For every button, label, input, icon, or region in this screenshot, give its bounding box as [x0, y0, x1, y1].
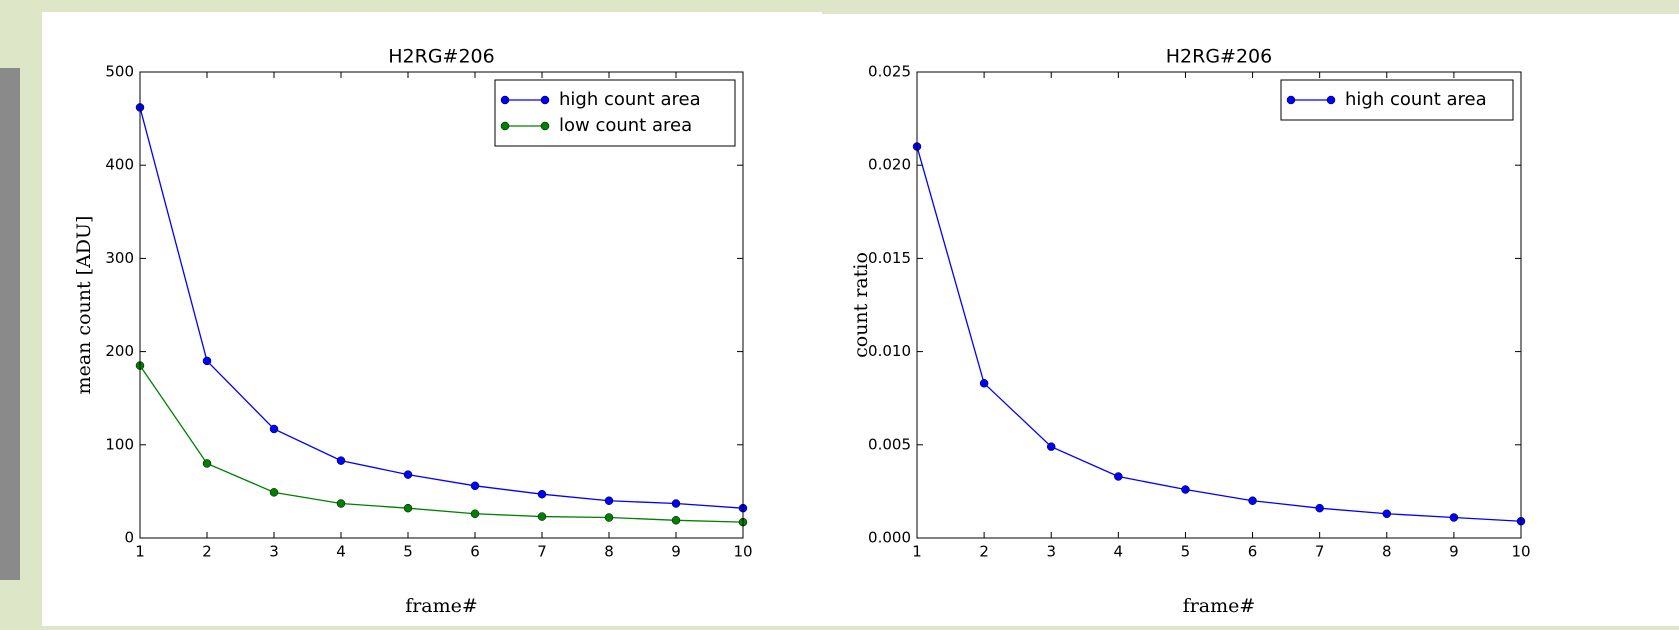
y-tick-label: 0.020 [868, 156, 911, 174]
legend-marker [501, 122, 509, 130]
y-tick-label: 0.015 [868, 249, 911, 267]
legend-marker [1327, 96, 1335, 104]
x-tick-label: 9 [671, 543, 681, 561]
x-tick-label: 4 [336, 543, 346, 561]
panel [822, 14, 1679, 626]
y-axis-label: mean count [ADU] [73, 216, 95, 395]
y-tick-label: 0.005 [868, 435, 911, 453]
data-point [337, 500, 345, 508]
x-axis-label: frame# [1183, 595, 1256, 617]
x-tick-label: 3 [1046, 543, 1056, 561]
screenshot: H2RG#206 frame# mean count [ADU] 1 2 3 4 5 6 7 8 9 1… [0, 0, 1679, 626]
legend-marker [1287, 96, 1295, 104]
x-axis-label: frame# [405, 595, 478, 617]
y-tick-label: 300 [105, 249, 134, 267]
image-strip [0, 68, 20, 580]
chart-title: H2RG#206 [1166, 46, 1273, 68]
y-tick-label: 100 [105, 435, 134, 453]
x-tick-label: 6 [470, 543, 480, 561]
x-tick-label: 8 [1382, 543, 1392, 561]
x-tick-label: 3 [269, 543, 279, 561]
x-tick-label: 5 [403, 543, 413, 561]
data-point [404, 504, 412, 512]
data-point [203, 459, 211, 467]
data-point [1450, 513, 1458, 521]
x-tick-label: 7 [537, 543, 547, 561]
legend-marker [541, 96, 549, 104]
data-point [672, 516, 680, 524]
x-tick-label: 9 [1449, 543, 1459, 561]
data-point [404, 471, 412, 479]
legend-marker [541, 122, 549, 130]
y-tick-label: 0 [124, 529, 134, 547]
y-tick-label: 0.010 [868, 342, 911, 360]
data-point [538, 490, 546, 498]
legend-marker [501, 96, 509, 104]
data-point [1114, 472, 1122, 480]
legend-label: high count area [1345, 89, 1487, 110]
y-tick-label: 400 [105, 156, 134, 174]
data-point [471, 510, 479, 518]
data-point [1316, 504, 1324, 512]
data-point [672, 500, 680, 508]
data-point [1047, 443, 1055, 451]
x-tick-label: 2 [979, 543, 989, 561]
data-point [538, 513, 546, 521]
x-tick-label: 1 [135, 543, 145, 561]
data-point [1249, 497, 1257, 505]
x-tick-label: 10 [733, 543, 752, 561]
legend-label: high count area [559, 89, 701, 110]
data-point [337, 457, 345, 465]
x-tick-label: 2 [202, 543, 212, 561]
legend-label: low count area [559, 115, 692, 136]
x-tick-label: 10 [1511, 543, 1530, 561]
x-tick-label: 8 [604, 543, 614, 561]
data-point [270, 488, 278, 496]
data-point [605, 513, 613, 521]
x-tick-label: 4 [1114, 543, 1124, 561]
data-point [270, 425, 278, 433]
x-tick-label: 7 [1315, 543, 1325, 561]
data-point [471, 482, 479, 490]
x-tick-label: 5 [1181, 543, 1191, 561]
data-point [605, 497, 613, 505]
data-point [1383, 510, 1391, 518]
data-point [203, 357, 211, 365]
y-tick-label: 500 [105, 63, 134, 81]
x-tick-label: 1 [912, 543, 922, 561]
data-point [980, 379, 988, 387]
x-tick-label: 6 [1248, 543, 1258, 561]
y-tick-label: 200 [105, 342, 134, 360]
y-tick-label: 0.025 [868, 63, 911, 81]
chart-title: H2RG#206 [388, 46, 495, 68]
data-point [1181, 486, 1189, 494]
y-tick-label: 0.000 [868, 529, 911, 547]
